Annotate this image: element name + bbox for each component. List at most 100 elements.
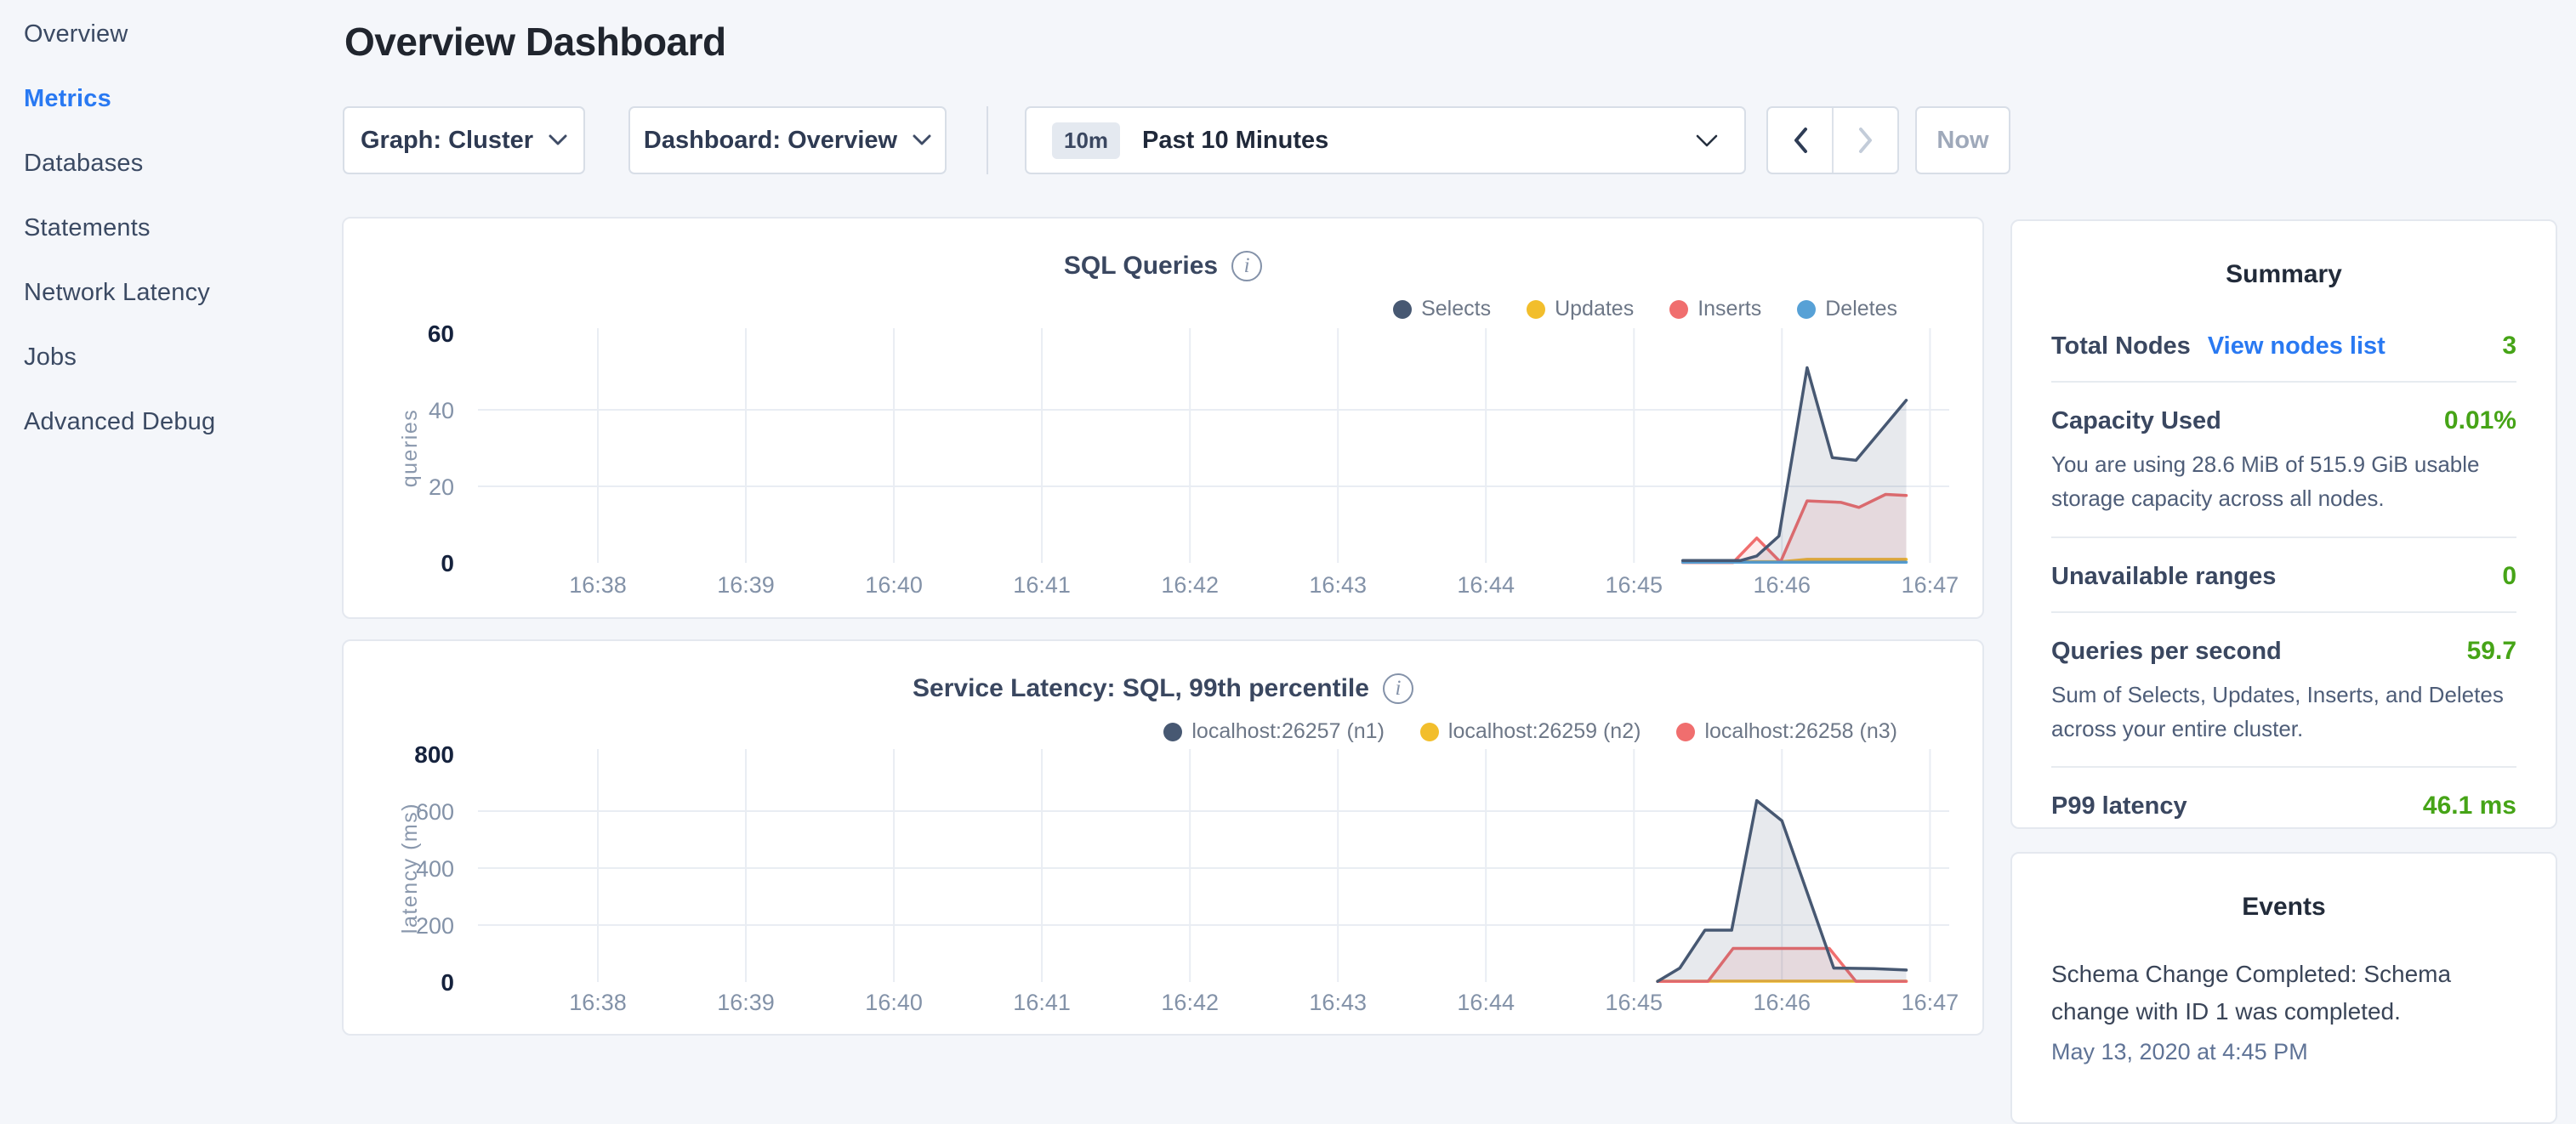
- legend-label: localhost:26257 (n1): [1191, 719, 1385, 744]
- svg-text:16:39: 16:39: [717, 572, 775, 598]
- sidebar-item-network-latency[interactable]: Network Latency: [0, 260, 342, 325]
- svg-text:16:38: 16:38: [569, 572, 627, 598]
- svg-text:16:41: 16:41: [1013, 990, 1071, 1015]
- summary-row-unavailable-ranges: Unavailable ranges 0: [2051, 538, 2516, 613]
- graph-dropdown[interactable]: Graph: Cluster: [343, 106, 585, 174]
- chevron-down-icon: [1695, 133, 1719, 148]
- legend-dot: [1420, 723, 1439, 741]
- summary-panel: Summary Total Nodes View nodes list 3 Ca…: [2010, 219, 2557, 829]
- legend-item-n2[interactable]: localhost:26259 (n2): [1420, 719, 1641, 744]
- event-text: Schema Change Completed: Schema change w…: [2051, 956, 2516, 1030]
- time-step-back-button[interactable]: [1768, 108, 1832, 173]
- sidebar-item-overview[interactable]: Overview: [0, 2, 342, 66]
- legend-dot: [1163, 723, 1182, 741]
- summary-label: P99 latency: [2051, 792, 2187, 820]
- svg-text:16:41: 16:41: [1013, 572, 1071, 598]
- legend-item-n3[interactable]: localhost:26258 (n3): [1676, 719, 1897, 744]
- chevron-down-icon: [913, 134, 931, 146]
- summary-row-capacity-used: Capacity Used 0.01% You are using 28.6 M…: [2051, 383, 2516, 538]
- summary-value: 0: [2502, 562, 2516, 591]
- sidebar-item-advanced-debug[interactable]: Advanced Debug: [0, 389, 342, 454]
- summary-label: Total Nodes: [2051, 332, 2191, 360]
- dashboard-dropdown[interactable]: Dashboard: Overview: [628, 106, 947, 174]
- summary-description: Sum of Selects, Updates, Inserts, and De…: [2051, 678, 2516, 746]
- view-nodes-list-link[interactable]: View nodes list: [2208, 332, 2386, 360]
- summary-label: Queries per second: [2051, 638, 2282, 666]
- legend-label: Deletes: [1825, 297, 1897, 321]
- legend-item-selects[interactable]: Selects: [1393, 297, 1491, 321]
- svg-text:latency (ms): latency (ms): [398, 803, 422, 934]
- event-list-item[interactable]: Schema Change Completed: Schema change w…: [2051, 956, 2516, 1065]
- sql-queries-card: SQL Queries i Selects Updates Inserts De…: [342, 217, 1984, 619]
- time-range-label: Past 10 Minutes: [1142, 127, 1328, 155]
- summary-label: Unavailable ranges: [2051, 563, 2276, 591]
- sidebar-item-metrics[interactable]: Metrics: [0, 66, 342, 131]
- svg-text:40: 40: [429, 398, 454, 423]
- summary-value: 59.7: [2467, 637, 2516, 666]
- svg-text:16:40: 16:40: [865, 990, 923, 1015]
- chart-title: SQL Queries: [1064, 252, 1218, 281]
- sidebar-item-jobs[interactable]: Jobs: [0, 325, 342, 389]
- events-panel: Events Schema Change Completed: Schema c…: [2010, 852, 2557, 1124]
- legend-label: localhost:26258 (n3): [1704, 719, 1897, 744]
- summary-value: 3: [2502, 332, 2516, 360]
- info-icon[interactable]: i: [1383, 673, 1413, 704]
- svg-text:16:40: 16:40: [865, 572, 923, 598]
- legend-dot: [1676, 723, 1695, 741]
- legend-label: Inserts: [1697, 297, 1761, 321]
- svg-text:16:44: 16:44: [1457, 990, 1515, 1015]
- summary-description: You are using 28.6 MiB of 515.9 GiB usab…: [2051, 447, 2516, 516]
- sidebar: Overview Metrics Databases Statements Ne…: [0, 0, 342, 1051]
- summary-title: Summary: [2012, 221, 2556, 289]
- chart-legend: localhost:26257 (n1) localhost:26259 (n2…: [1163, 719, 1897, 744]
- info-icon[interactable]: i: [1231, 251, 1262, 281]
- sidebar-item-databases[interactable]: Databases: [0, 131, 342, 196]
- chevron-left-icon: [1791, 126, 1810, 155]
- chevron-right-icon: [1857, 126, 1875, 155]
- now-button[interactable]: Now: [1915, 106, 2010, 174]
- sidebar-item-statements[interactable]: Statements: [0, 196, 342, 260]
- svg-text:16:46: 16:46: [1754, 572, 1811, 598]
- summary-row-total-nodes: Total Nodes View nodes list 3: [2051, 308, 2516, 383]
- summary-row-queries-per-second: Queries per second 59.7 Sum of Selects, …: [2051, 613, 2516, 769]
- svg-text:16:47: 16:47: [1902, 572, 1959, 598]
- time-step-forward-button[interactable]: [1832, 108, 1897, 173]
- legend-item-updates[interactable]: Updates: [1527, 297, 1634, 321]
- summary-label: Capacity Used: [2051, 407, 2221, 435]
- svg-text:16:38: 16:38: [569, 990, 627, 1015]
- controls-divider: [987, 106, 988, 174]
- legend-item-deletes[interactable]: Deletes: [1797, 297, 1897, 321]
- svg-text:16:43: 16:43: [1309, 990, 1367, 1015]
- svg-text:0: 0: [441, 550, 454, 576]
- summary-value: 46.1 ms: [2423, 792, 2516, 820]
- chart-legend: Selects Updates Inserts Deletes: [1393, 297, 1897, 321]
- events-title: Events: [2012, 854, 2556, 922]
- legend-item-n1[interactable]: localhost:26257 (n1): [1163, 719, 1385, 744]
- legend-label: Selects: [1421, 297, 1491, 321]
- time-step-buttons: [1766, 106, 1899, 174]
- svg-text:60: 60: [428, 321, 454, 347]
- svg-text:16:39: 16:39: [717, 990, 775, 1015]
- legend-dot: [1527, 300, 1545, 319]
- svg-text:16:42: 16:42: [1161, 990, 1219, 1015]
- svg-text:16:42: 16:42: [1161, 572, 1219, 598]
- dashboard-dropdown-label: Dashboard: Overview: [644, 127, 897, 155]
- legend-dot: [1797, 300, 1816, 319]
- time-range-badge: 10m: [1052, 122, 1120, 159]
- page-title: Overview Dashboard: [344, 19, 726, 65]
- svg-text:16:47: 16:47: [1902, 990, 1959, 1015]
- svg-text:16:44: 16:44: [1457, 572, 1515, 598]
- time-range-dropdown[interactable]: 10m Past 10 Minutes: [1025, 106, 1746, 174]
- svg-text:16:45: 16:45: [1606, 572, 1663, 598]
- event-timestamp: May 13, 2020 at 4:45 PM: [2051, 1039, 2516, 1065]
- chart-title: Service Latency: SQL, 99th percentile: [913, 674, 1369, 703]
- chevron-down-icon: [549, 134, 567, 146]
- legend-label: Updates: [1555, 297, 1634, 321]
- legend-dot: [1669, 300, 1688, 319]
- legend-item-inserts[interactable]: Inserts: [1669, 297, 1761, 321]
- summary-value: 0.01%: [2444, 406, 2516, 435]
- svg-text:queries: queries: [398, 409, 422, 488]
- graph-dropdown-label: Graph: Cluster: [361, 127, 533, 155]
- svg-text:16:45: 16:45: [1606, 990, 1663, 1015]
- legend-dot: [1393, 300, 1412, 319]
